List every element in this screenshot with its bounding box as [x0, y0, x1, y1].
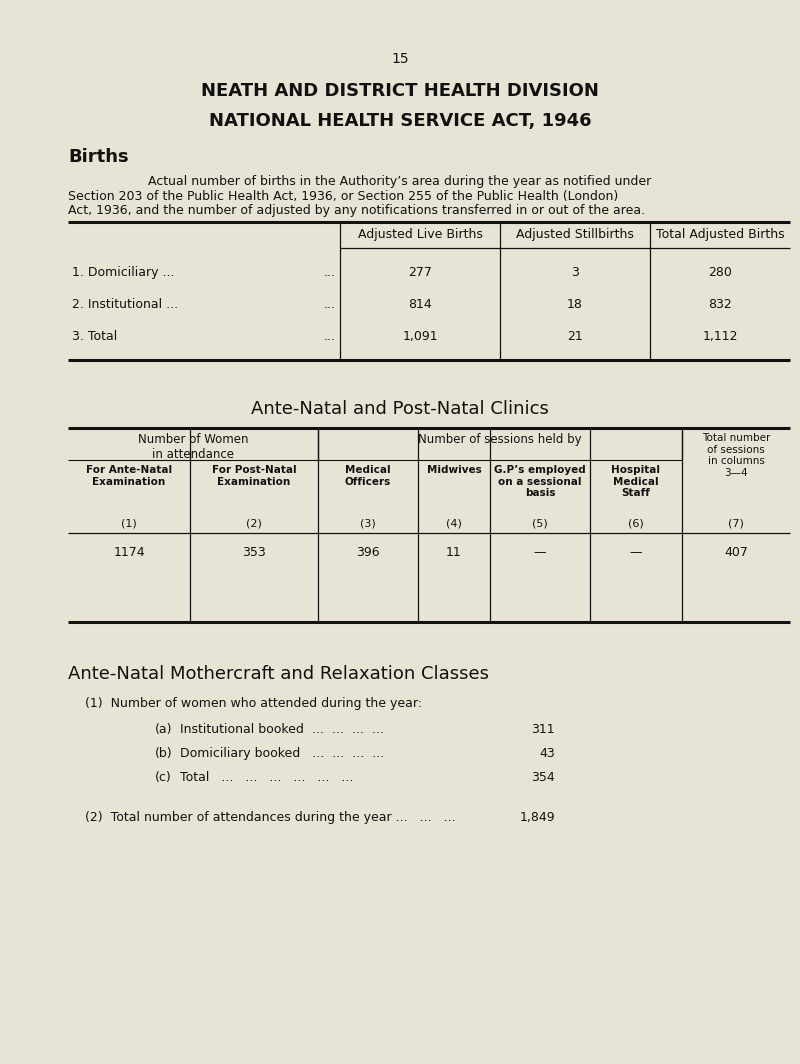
Text: NATIONAL HEALTH SERVICE ACT, 1946: NATIONAL HEALTH SERVICE ACT, 1946 — [209, 112, 591, 130]
Text: ...: ... — [324, 298, 336, 311]
Text: For Ante-Natal
Examination: For Ante-Natal Examination — [86, 465, 172, 486]
Text: Medical
Officers: Medical Officers — [345, 465, 391, 486]
Text: 3: 3 — [571, 266, 579, 279]
Text: Actual number of births in the Authority’s area during the year as notified unde: Actual number of births in the Authority… — [148, 174, 651, 188]
Text: Total   ...   ...   ...   ...   ...   ...: Total ... ... ... ... ... ... — [180, 771, 354, 784]
Text: G.P’s employed
on a sessional
basis: G.P’s employed on a sessional basis — [494, 465, 586, 498]
Text: 832: 832 — [708, 298, 732, 311]
Text: Total Adjusted Births: Total Adjusted Births — [656, 228, 784, 242]
Text: 814: 814 — [408, 298, 432, 311]
Text: Adjusted Live Births: Adjusted Live Births — [358, 228, 482, 242]
Text: Ante-Natal Mothercraft and Relaxation Classes: Ante-Natal Mothercraft and Relaxation Cl… — [68, 665, 489, 683]
Text: ...: ... — [324, 266, 336, 279]
Text: 18: 18 — [567, 298, 583, 311]
Text: 21: 21 — [567, 330, 583, 343]
Text: 1,112: 1,112 — [702, 330, 738, 343]
Text: 15: 15 — [391, 52, 409, 66]
Text: (2)  Total number of attendances during the year ...   ...   ...: (2) Total number of attendances during t… — [85, 811, 456, 824]
Text: Section 203 of the Public Health Act, 1936, or Section 255 of the Public Health : Section 203 of the Public Health Act, 19… — [68, 190, 618, 203]
Text: (7): (7) — [728, 518, 744, 528]
Text: Act, 1936, and the number of adjusted by any notifications transferred in or out: Act, 1936, and the number of adjusted by… — [68, 204, 645, 217]
Text: 1,849: 1,849 — [519, 811, 555, 824]
Text: 280: 280 — [708, 266, 732, 279]
Text: 43: 43 — [539, 747, 555, 760]
Text: Hospital
Medical
Staff: Hospital Medical Staff — [611, 465, 661, 498]
Text: 1,091: 1,091 — [402, 330, 438, 343]
Text: (1)  Number of women who attended during the year:: (1) Number of women who attended during … — [85, 697, 422, 710]
Text: NEATH AND DISTRICT HEALTH DIVISION: NEATH AND DISTRICT HEALTH DIVISION — [201, 82, 599, 100]
Text: (b): (b) — [155, 747, 173, 760]
Text: ...: ... — [324, 330, 336, 343]
Text: —: — — [630, 546, 642, 559]
Text: For Post-Natal
Examination: For Post-Natal Examination — [212, 465, 296, 486]
Text: Births: Births — [68, 148, 129, 166]
Text: Number of sessions held by: Number of sessions held by — [418, 433, 582, 446]
Text: 354: 354 — [531, 771, 555, 784]
Text: 3. Total: 3. Total — [72, 330, 118, 343]
Text: 311: 311 — [531, 724, 555, 736]
Text: Total number
of sessions
in columns
3—4: Total number of sessions in columns 3—4 — [702, 433, 770, 478]
Text: (2): (2) — [246, 518, 262, 528]
Text: Adjusted Stillbirths: Adjusted Stillbirths — [516, 228, 634, 242]
Text: 277: 277 — [408, 266, 432, 279]
Text: (a): (a) — [155, 724, 173, 736]
Text: 1. Domiciliary ...: 1. Domiciliary ... — [72, 266, 174, 279]
Text: 396: 396 — [356, 546, 380, 559]
Text: (5): (5) — [532, 518, 548, 528]
Text: (6): (6) — [628, 518, 644, 528]
Text: Ante-Natal and Post-Natal Clinics: Ante-Natal and Post-Natal Clinics — [251, 400, 549, 418]
Text: Domiciliary booked   ...  ...  ...  ...: Domiciliary booked ... ... ... ... — [180, 747, 384, 760]
Text: (3): (3) — [360, 518, 376, 528]
Text: Number of Women
in attendance: Number of Women in attendance — [138, 433, 248, 461]
Text: (4): (4) — [446, 518, 462, 528]
Text: 2. Institutional ...: 2. Institutional ... — [72, 298, 178, 311]
Text: Midwives: Midwives — [426, 465, 482, 475]
Text: 1174: 1174 — [113, 546, 145, 559]
Text: 353: 353 — [242, 546, 266, 559]
Text: 407: 407 — [724, 546, 748, 559]
Text: 11: 11 — [446, 546, 462, 559]
Text: (1): (1) — [121, 518, 137, 528]
Text: Institutional booked  ...  ...  ...  ...: Institutional booked ... ... ... ... — [180, 724, 384, 736]
Text: —: — — [534, 546, 546, 559]
Text: (c): (c) — [155, 771, 172, 784]
